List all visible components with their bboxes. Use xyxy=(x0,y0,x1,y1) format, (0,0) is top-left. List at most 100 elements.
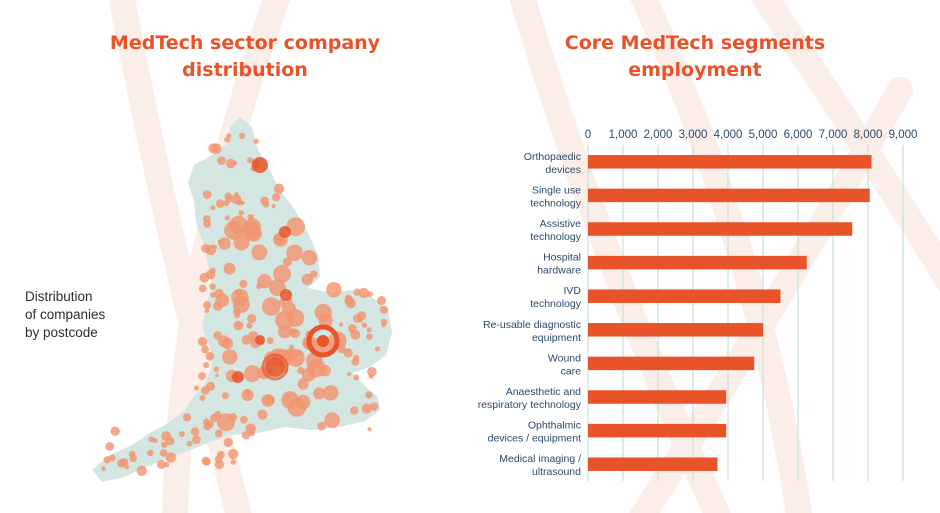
company-dot xyxy=(367,366,377,377)
company-dot xyxy=(286,244,303,262)
company-dot-highlight xyxy=(280,289,292,301)
company-dot xyxy=(295,394,311,410)
company-dot xyxy=(205,381,216,391)
bar xyxy=(588,323,763,337)
company-dot xyxy=(194,385,200,391)
x-tick-label: 5,000 xyxy=(749,129,778,141)
company-dot xyxy=(381,323,386,328)
company-dot-highlight xyxy=(252,157,268,173)
company-dot xyxy=(324,412,340,429)
chart-title-line: employment xyxy=(628,59,762,81)
company-dot xyxy=(225,158,236,169)
company-dot xyxy=(199,272,210,283)
company-dot xyxy=(224,136,231,143)
company-dot xyxy=(301,273,313,286)
x-tick-label: 1,000 xyxy=(609,129,638,141)
company-dot xyxy=(157,460,166,469)
x-tick-label: 9,000 xyxy=(889,129,918,141)
england-map xyxy=(92,117,392,482)
company-dot xyxy=(275,310,295,330)
company-dot xyxy=(178,431,185,437)
company-dot xyxy=(282,257,292,267)
chart-title-line: Core MedTech segments xyxy=(564,32,826,54)
company-dot xyxy=(192,435,201,444)
company-dot xyxy=(239,279,248,288)
company-dot xyxy=(205,352,215,361)
company-dot xyxy=(213,331,222,340)
company-dot xyxy=(281,301,296,316)
company-dot xyxy=(190,427,200,436)
company-dot xyxy=(230,459,237,465)
company-dot xyxy=(366,327,372,333)
company-dot xyxy=(353,354,360,362)
company-dot xyxy=(124,464,130,470)
company-dot xyxy=(210,292,217,298)
company-dot xyxy=(365,391,373,399)
company-dot xyxy=(128,450,136,458)
company-dot xyxy=(161,431,172,442)
company-dot xyxy=(318,313,333,328)
company-dot xyxy=(257,409,268,420)
company-dot xyxy=(347,372,352,377)
company-dot xyxy=(203,301,212,310)
company-dot xyxy=(110,426,120,436)
company-dot xyxy=(210,205,216,211)
company-dot xyxy=(109,454,116,462)
company-dot xyxy=(215,373,219,378)
company-dot xyxy=(239,132,246,140)
company-dot-highlight xyxy=(255,335,265,345)
x-tick-label: 8,000 xyxy=(854,129,883,141)
company-dot xyxy=(198,372,206,380)
company-dot xyxy=(274,183,285,194)
category-labels: Orthopaedic devices Single use technology As… xyxy=(478,151,582,478)
category-label: Ophthalmic devices / equipment xyxy=(488,420,581,445)
x-tick-label: 7,000 xyxy=(819,129,848,141)
company-dot xyxy=(297,378,309,390)
company-dot xyxy=(247,314,257,324)
bar xyxy=(588,457,718,471)
company-dot xyxy=(369,402,379,411)
company-dot xyxy=(201,345,209,354)
bar xyxy=(588,255,807,270)
x-tick-label: 6,000 xyxy=(784,129,813,141)
company-dot xyxy=(217,156,226,165)
bar xyxy=(588,188,870,203)
company-dot xyxy=(203,458,211,466)
company-dot xyxy=(233,320,244,331)
company-dot xyxy=(285,392,291,399)
company-dot xyxy=(353,314,362,323)
company-dot xyxy=(165,452,177,463)
company-dot xyxy=(203,219,211,228)
company-dot xyxy=(261,394,275,407)
map-caption-line: of companies xyxy=(25,307,106,322)
company-dot xyxy=(215,199,225,208)
company-dot xyxy=(271,204,276,209)
company-cluster-center xyxy=(317,335,329,347)
company-dot xyxy=(350,406,359,415)
bar xyxy=(588,155,872,169)
company-dot xyxy=(246,322,253,329)
company-dot xyxy=(223,262,236,275)
company-dots xyxy=(101,132,389,476)
company-cluster-ring xyxy=(306,324,340,358)
company-dot xyxy=(225,196,232,204)
company-dot xyxy=(117,458,126,468)
company-dot xyxy=(221,392,229,400)
category-label: Orthopaedic devices xyxy=(524,151,581,176)
company-dot xyxy=(202,190,212,199)
company-dot xyxy=(224,221,243,240)
company-dot xyxy=(296,349,303,357)
category-label: Re-usable diagnostic equipment xyxy=(483,319,581,344)
company-dot xyxy=(281,391,299,409)
map-title: MedTech sector company distribution xyxy=(60,30,430,84)
company-dot xyxy=(234,192,239,196)
company-dot xyxy=(367,427,372,432)
x-tick-label: 3,000 xyxy=(679,129,708,141)
company-dot xyxy=(322,385,339,401)
category-label: Single use technology xyxy=(530,184,582,209)
category-label: IVD technology xyxy=(530,285,582,310)
x-tick-label: 4,000 xyxy=(714,129,743,141)
company-dot xyxy=(266,337,274,345)
company-dot xyxy=(251,244,268,261)
company-dot xyxy=(232,160,238,166)
